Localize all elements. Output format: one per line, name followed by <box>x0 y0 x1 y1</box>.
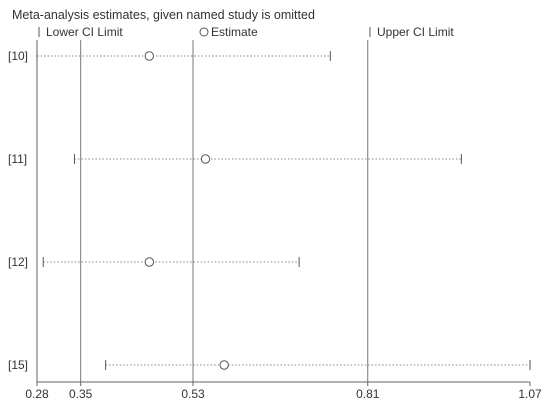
study-rows: [10] [11] [12] [15] <box>8 49 531 372</box>
legend-label: Upper CI Limit <box>377 25 454 39</box>
estimate-marker <box>219 360 229 370</box>
legend-label: Lower CI Limit <box>46 25 123 39</box>
x-tick-label: 1.07 <box>518 387 542 401</box>
x-tick-label: 0.35 <box>69 387 93 401</box>
legend-label: Estimate <box>211 25 258 39</box>
study-label: [15] <box>8 358 28 372</box>
study-row: [15] <box>8 358 531 372</box>
reference-lines <box>36 40 369 382</box>
estimate-marker <box>144 51 155 61</box>
study-row: [12] <box>8 255 300 269</box>
x-axis-ticks: 0.28 0.35 0.53 0.81 1.07 <box>25 382 542 401</box>
estimate-marker <box>200 154 211 164</box>
estimate-marker <box>144 257 155 267</box>
legend-estimate-marker <box>199 27 209 37</box>
x-tick-label: 0.81 <box>356 387 380 401</box>
study-label: [10] <box>8 49 28 63</box>
x-tick-label: 0.28 <box>25 387 49 401</box>
study-row: [10] <box>8 49 331 63</box>
study-label: [11] <box>8 152 27 166</box>
legend: Lower CI Limit Estimate Upper CI Limit <box>38 25 454 39</box>
chart-title: Meta-analysis estimates, given named stu… <box>12 8 315 22</box>
study-label: [12] <box>8 255 28 269</box>
study-row: [11] <box>8 152 462 166</box>
x-tick-label: 0.53 <box>181 387 205 401</box>
